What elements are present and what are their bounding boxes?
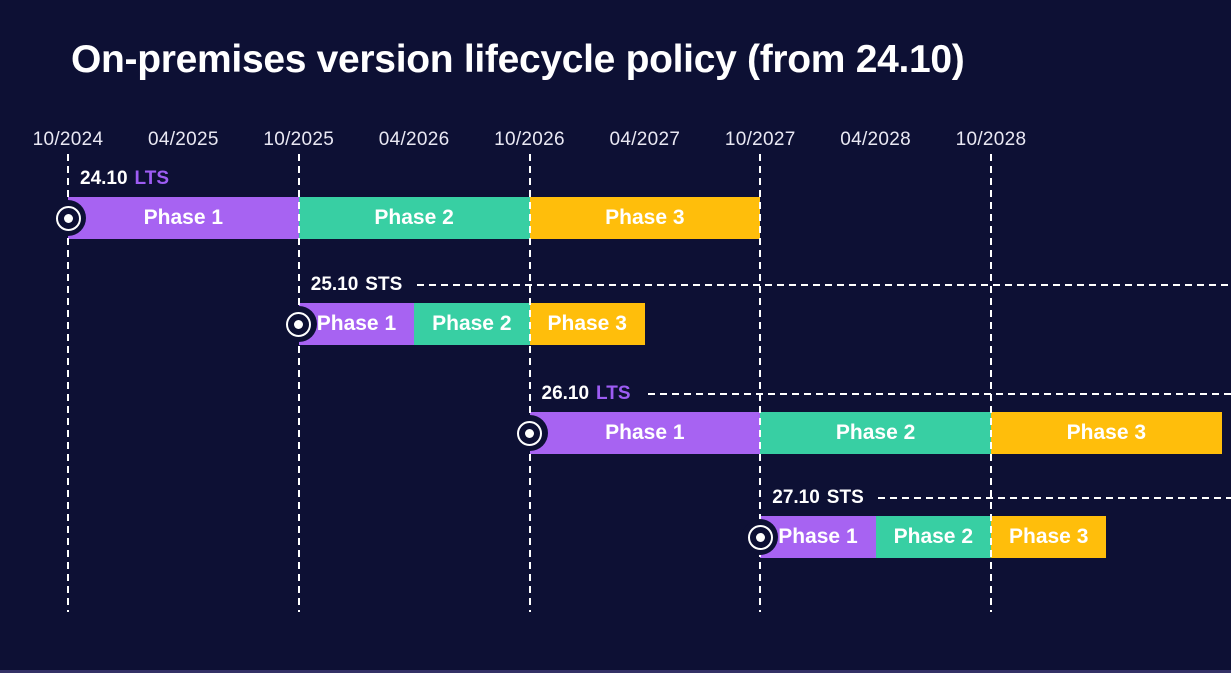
phase-bar-label: Phase 2: [374, 206, 454, 229]
phase-bar-label: Phase 1: [605, 421, 685, 444]
marker-dot: [294, 319, 304, 329]
release-start-marker-icon: [511, 415, 548, 451]
release-start-marker-icon: [280, 306, 317, 342]
bottom-edge-strip: [0, 670, 1231, 673]
axis-tick-label: 10/2024: [32, 129, 104, 150]
phase-bar: Phase 2: [298, 197, 530, 239]
marker-ring: [286, 311, 312, 337]
timeline-gridline: [528, 154, 531, 612]
timeline-gridline: [297, 154, 300, 612]
phase-bar: Phase 2: [414, 303, 530, 345]
version-number: 26.10: [541, 383, 590, 404]
timeline-gridline: [990, 154, 992, 612]
phase-bar: Phase 3: [991, 516, 1107, 558]
channel-badge: LTS: [596, 383, 631, 404]
axis-tick-label: 04/2028: [840, 129, 912, 150]
phase-bar: Phase 1: [529, 412, 761, 454]
phase-bar: Phase 3: [529, 303, 645, 345]
row-guide-dashes: [878, 497, 1231, 499]
phase-bar-label: Phase 2: [432, 312, 512, 335]
axis-tick-label: 10/2028: [955, 129, 1027, 150]
channel-badge: LTS: [134, 168, 170, 189]
phase-bar-label: Phase 3: [1066, 421, 1147, 444]
axis-tick-label: 10/2027: [724, 129, 796, 150]
row-guide-dashes: [647, 393, 1231, 395]
timeline-gridline: [759, 154, 762, 612]
axis-tick-label: 10/2026: [494, 129, 565, 150]
version-label: 24.10 LTS: [80, 168, 169, 190]
timeline-gridline: [67, 154, 69, 612]
channel-badge: STS: [365, 274, 403, 295]
phase-bar-label: Phase 1: [143, 206, 224, 229]
axis-tick-label: 04/2026: [378, 129, 450, 150]
axis-tick-label: 10/2025: [263, 129, 335, 150]
phase-bar-label: Phase 2: [893, 525, 973, 548]
phase-bar-label: Phase 3: [605, 206, 685, 229]
phase-bar: Phase 2: [875, 516, 991, 558]
marker-dot: [755, 532, 765, 542]
row-guide-dashes: [416, 284, 1231, 286]
release-start-marker-icon: [742, 519, 779, 555]
version-label: 26.10 LTS: [542, 383, 631, 405]
phase-bar-label: Phase 3: [547, 312, 627, 335]
phase-bar: Phase 1: [68, 197, 299, 239]
marker-dot: [63, 213, 73, 223]
release-start-marker-icon: [50, 200, 86, 236]
marker-ring: [55, 205, 81, 231]
version-label: 25.10 STS: [311, 274, 403, 296]
version-number: 24.10: [80, 168, 128, 189]
version-label: 27.10 STS: [772, 487, 864, 509]
phase-bar-label: Phase 1: [778, 525, 858, 548]
axis-tick-label: 04/2027: [609, 129, 681, 150]
phase-bar: Phase 1: [760, 516, 876, 558]
marker-ring: [747, 524, 773, 550]
marker-dot: [525, 428, 534, 438]
phase-bar: Phase 1: [298, 303, 415, 345]
page-title: On-premises version lifecycle policy (fr…: [71, 38, 965, 81]
phase-bar: Phase 2: [760, 412, 991, 454]
phase-bar: Phase 3: [991, 412, 1222, 454]
phase-bar-label: Phase 1: [316, 312, 397, 335]
channel-badge: STS: [826, 487, 864, 508]
phase-bar-label: Phase 3: [1008, 525, 1089, 548]
axis-tick-label: 04/2025: [147, 129, 219, 150]
phase-bar-label: Phase 2: [835, 421, 916, 444]
marker-ring: [517, 420, 542, 446]
version-number: 25.10: [310, 274, 359, 295]
phase-bar: Phase 3: [529, 197, 761, 239]
version-number: 27.10: [772, 487, 820, 508]
